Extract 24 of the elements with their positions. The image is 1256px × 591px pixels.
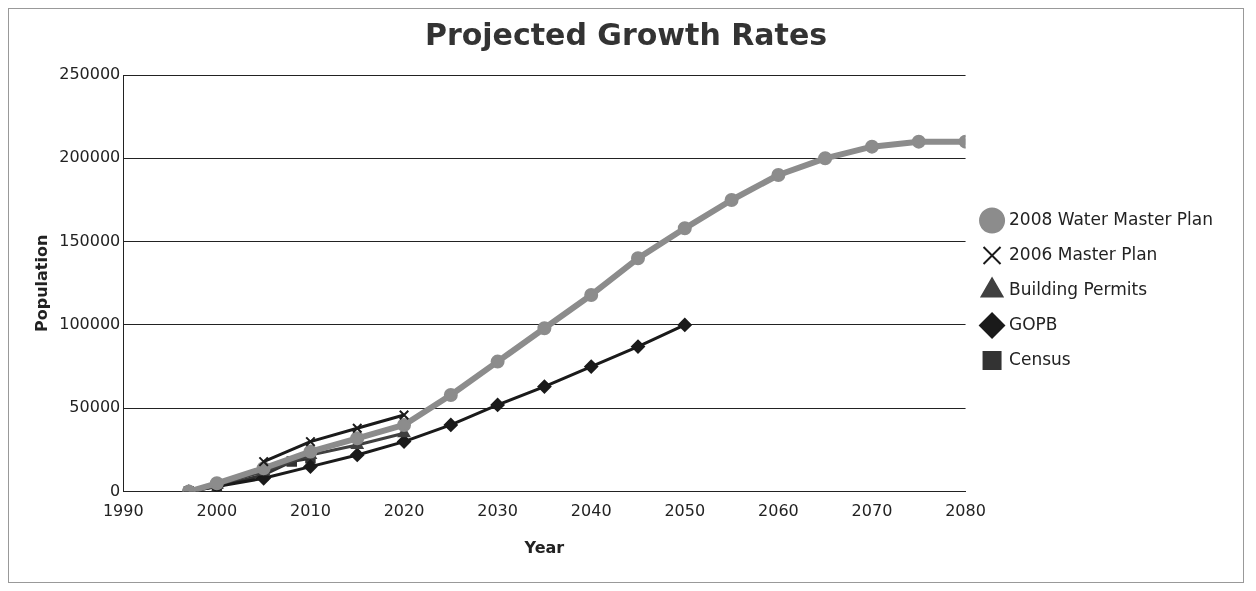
x-tick-label: 2060 [758, 501, 799, 521]
x-axis-title: Year [523, 537, 565, 557]
x-tick-label: 1990 [102, 501, 144, 521]
x-tick-label: 2040 [570, 501, 612, 521]
y-tick-label: 150000 [59, 230, 121, 250]
legend-label: GOPB [1009, 313, 1058, 334]
legend-label: 2006 Master Plan [1009, 243, 1158, 264]
y-tick-label: 100000 [59, 314, 121, 334]
x-tick-label: 2080 [945, 501, 986, 521]
y-tick-label: 50000 [69, 397, 121, 417]
y-tick-label: 0 [110, 480, 121, 500]
legend-label: Census [1009, 348, 1071, 369]
legend-label: Building Permits [1009, 278, 1148, 299]
chart-title: Projected Growth Rates [424, 16, 828, 52]
x-tick-label: 2030 [477, 501, 518, 521]
x-tick-label: 2000 [196, 501, 238, 521]
x-tick-label: 2050 [664, 501, 706, 521]
x-tick-label: 2010 [290, 501, 331, 521]
y-axis-title: Population [31, 234, 51, 332]
legend-label: 2008 Water Master Plan [1009, 208, 1213, 229]
y-tick-label: 250000 [59, 64, 121, 84]
x-tick-label: 2020 [383, 501, 425, 521]
y-tick-label: 200000 [59, 147, 121, 167]
x-tick-label: 2070 [851, 501, 893, 521]
